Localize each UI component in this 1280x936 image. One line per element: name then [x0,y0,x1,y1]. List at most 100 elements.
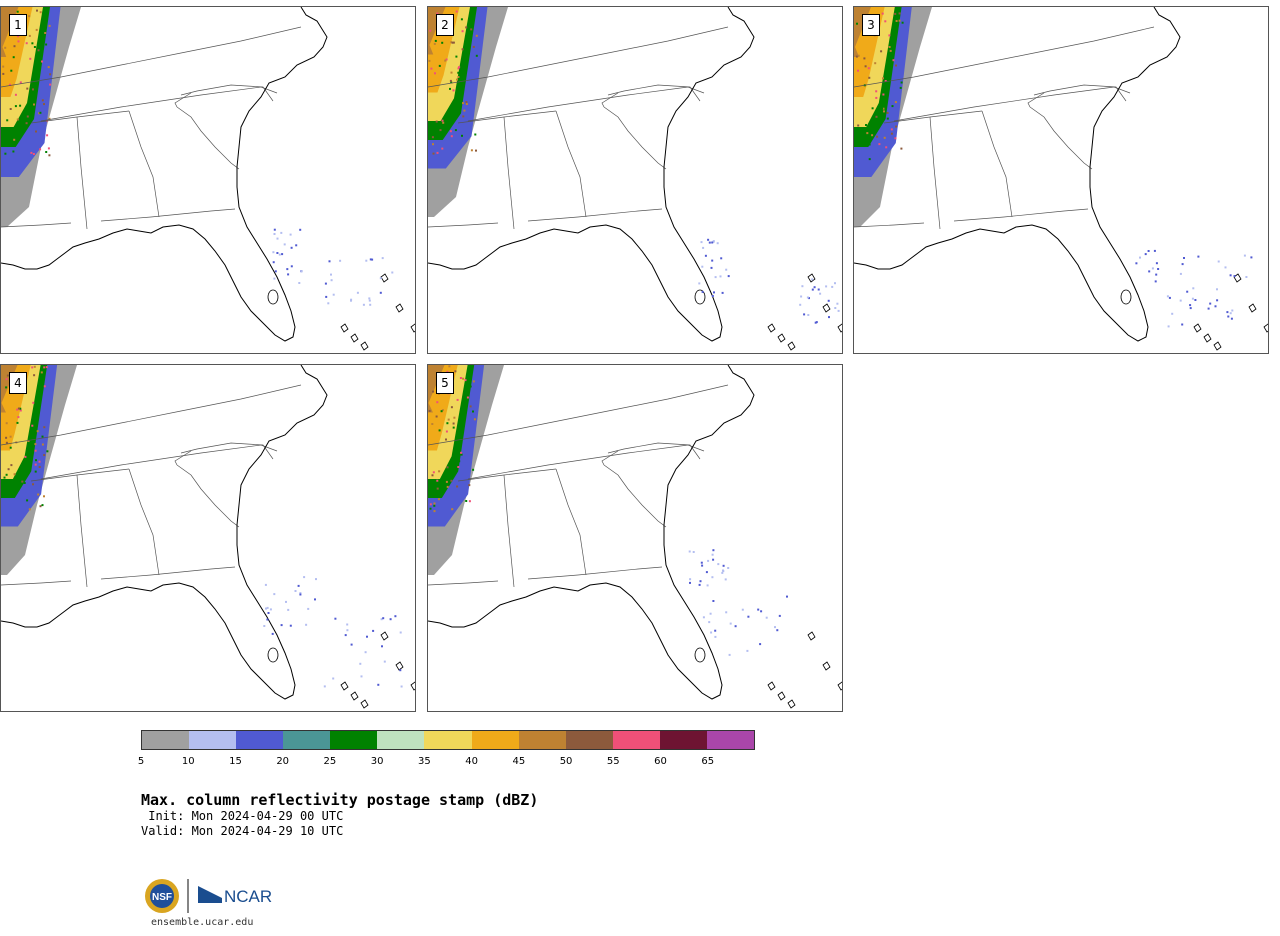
shower-cell [1155,273,1158,276]
shower-cell [283,243,286,246]
precip-cell [433,510,436,513]
island-outline [837,681,842,691]
shower-cell [720,257,723,260]
state-border [603,106,667,170]
island-outline [1203,333,1212,343]
shower-cell [295,244,298,247]
shower-cell [298,282,301,284]
member-number: 5 [436,372,454,394]
island-outline [380,273,389,283]
shower-cell [727,567,730,569]
precip-cell [892,59,895,62]
precip-cell [474,133,477,136]
shower-cell [266,618,269,621]
shower-cell [368,299,371,302]
island-outline [767,323,776,333]
precip-cell [48,117,51,120]
precip-cell [5,422,8,425]
precip-cell [49,83,52,86]
shower-cell [834,307,837,309]
shower-cell [1194,299,1197,301]
state-border [854,26,1155,88]
precip-cell [26,115,29,118]
precip-cell [433,504,436,507]
state-border [555,468,587,576]
shower-cell [1217,260,1220,263]
precip-cell [442,121,445,124]
shower-cell [712,558,715,561]
colorbar-segment [424,731,472,749]
precip-cell [33,374,36,377]
precip-cell [431,423,434,425]
shower-cell [807,314,810,316]
state-border [603,464,667,528]
precip-cell [35,28,38,31]
precip-cell [41,99,44,102]
colorbar-tick-label: 15 [229,756,242,767]
ncar-logo: NCAR [198,886,272,906]
precip-cell [46,134,49,137]
shower-cell [834,282,836,285]
shower-cell [765,616,768,619]
precip-cell [23,482,26,484]
precip-cell [455,10,458,13]
precip-cell [895,20,898,22]
state-border [40,86,278,122]
colorbar-tick-label: 20 [276,756,290,767]
state-border [1,222,72,228]
precip-cell [864,65,867,68]
shower-cell [800,295,803,298]
shower-cell [272,251,275,254]
precip-cell [462,377,465,380]
precip-cell [37,493,40,496]
precip-cell [28,34,31,37]
nsf-logo: NSF [145,879,179,913]
precip-cell [36,9,38,12]
shower-cell [747,615,750,618]
precip-cell [432,390,434,393]
precip-cell [22,113,25,116]
island-outline [822,661,831,671]
shower-cell [717,563,720,566]
shower-cell [377,683,380,686]
island-outline [822,303,831,313]
precip-cell [434,123,437,126]
precip-cell [43,385,46,388]
state-border [953,208,1089,222]
shower-cell [350,643,353,646]
precip-cell [883,110,885,113]
precip-cell [37,49,40,52]
island-outline [360,699,369,709]
footer-url: ensemble.ucar.edu [151,917,254,928]
shower-cell [1192,287,1195,290]
precip-cell [436,479,439,482]
precip-cell [446,422,449,425]
shower-cell [281,253,284,256]
shower-cell [267,612,270,614]
precip-cell [465,26,468,29]
shower-cell [290,265,293,268]
precip-cell [5,386,8,389]
shower-cell [711,259,714,262]
precip-cell [434,72,436,75]
init-time: Init: Mon 2024-04-29 00 UTC [141,809,344,823]
precip-cell [441,41,444,44]
precip-cell [446,485,449,488]
shower-cell [1148,270,1151,273]
shower-cell [1168,296,1171,299]
shower-cell [339,259,342,262]
shower-cell [1216,288,1218,291]
shower-cell [379,277,382,280]
precip-cell [429,493,432,496]
precip-cell [29,57,32,60]
shower-cell [381,645,383,648]
precip-cell [39,111,42,114]
shower-cell [704,254,707,257]
precip-cell [445,58,448,61]
shower-cell [360,675,363,678]
precip-cell [48,24,51,27]
precip-cell [460,451,463,454]
shower-cell [297,584,300,587]
precip-cell [41,60,43,63]
precip-cell [453,416,456,419]
